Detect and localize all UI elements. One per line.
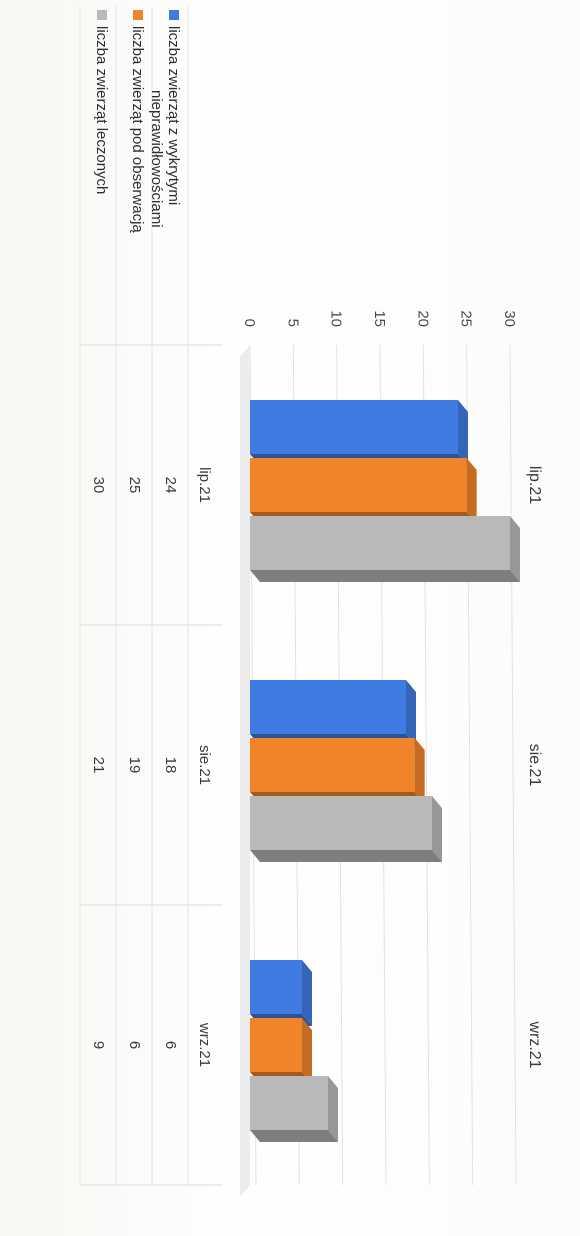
bar-top: [328, 1076, 338, 1142]
legend-swatch: [133, 10, 143, 20]
bar: [250, 796, 432, 850]
bar-side: [250, 850, 442, 862]
legend-label: liczba zwierząt leczonych: [93, 26, 110, 194]
table-value-cell: 6: [126, 1041, 143, 1049]
bar: [250, 1018, 302, 1072]
y-tick-label: 15: [371, 310, 388, 327]
bar-top: [432, 796, 442, 862]
gridline: [509, 344, 517, 1186]
table-value-cell: 24: [162, 477, 179, 494]
y-tick-label: 0: [241, 319, 258, 327]
legend-swatch: [169, 10, 179, 20]
bar-top: [414, 738, 425, 804]
table-value-cell: 19: [126, 757, 143, 774]
legend-label: liczba zwierząt z wykrytymi: [165, 26, 182, 205]
bar: [250, 960, 302, 1014]
bar-top: [458, 400, 468, 466]
table-value-cell: 30: [90, 477, 107, 494]
y-tick-label: 5: [284, 319, 301, 327]
chart-floor: [240, 345, 250, 1197]
table-value-cell: 21: [90, 757, 107, 774]
legend-swatch: [97, 10, 107, 20]
table-value-cell: 25: [126, 477, 143, 494]
bar: [249, 458, 467, 512]
x-tick-label: wrz.21: [526, 1020, 543, 1068]
bar-top: [302, 1018, 312, 1084]
bar-side: [250, 1130, 338, 1142]
table-header-cell: sie.21: [196, 745, 213, 785]
bar-top: [406, 680, 416, 746]
legend-label: liczba zwierząt pod obserwacją: [129, 26, 146, 233]
y-tick-label: 30: [501, 310, 518, 327]
y-tick-label: 10: [328, 310, 345, 327]
y-tick-label: 25: [458, 310, 475, 327]
table-header-cell: wrz.21: [196, 1022, 213, 1067]
legend-label: nieprawidłowościami: [148, 90, 165, 228]
bar-top: [510, 516, 520, 582]
table-value-cell: 9: [90, 1041, 107, 1049]
x-tick-label: sie.21: [526, 744, 543, 787]
bar: [250, 738, 415, 792]
bar-top: [466, 458, 477, 524]
bar: [250, 1076, 328, 1130]
bar: [250, 680, 406, 734]
bar: [250, 400, 458, 454]
x-tick-label: lip.21: [526, 466, 543, 504]
table-header-cell: lip.21: [196, 467, 213, 503]
table-value-cell: 18: [162, 757, 179, 774]
bar: [250, 516, 510, 570]
bar-side: [250, 570, 520, 582]
y-tick-label: 20: [414, 310, 431, 327]
table-value-cell: 6: [162, 1041, 179, 1049]
bar-top: [302, 960, 312, 1026]
